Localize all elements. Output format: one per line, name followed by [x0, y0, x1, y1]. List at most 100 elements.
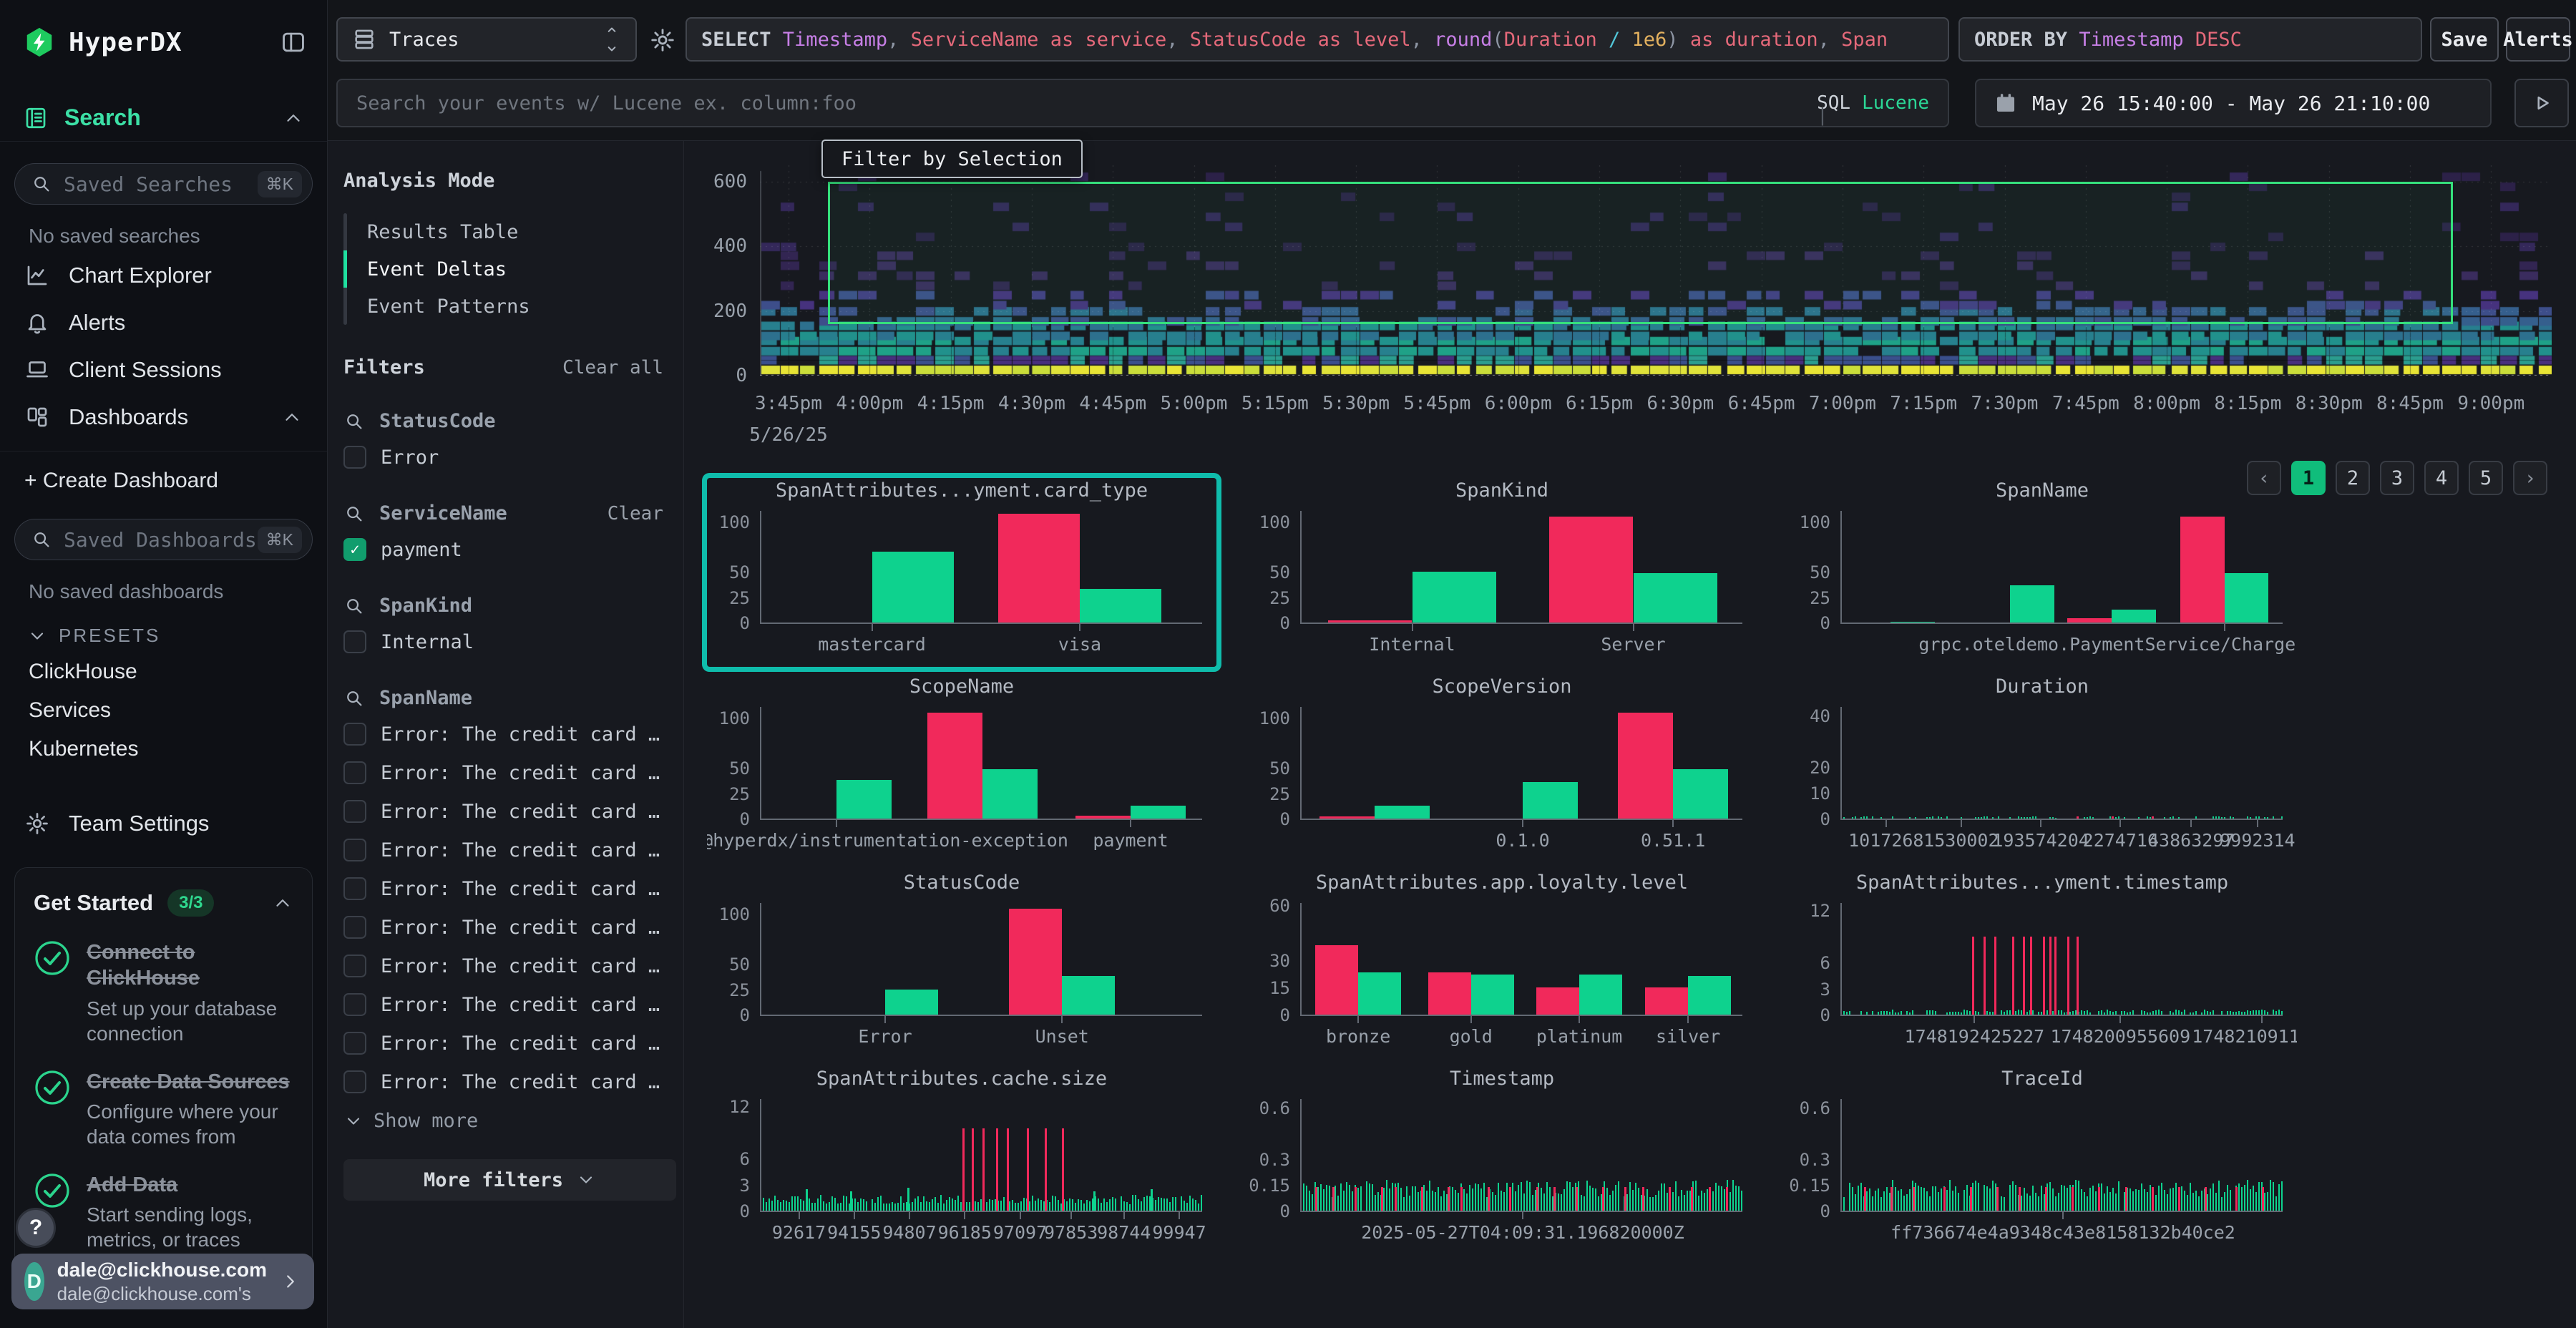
event-search-input[interactable]: Search your events w/ Lucene ex. column:… — [336, 79, 1949, 127]
bar — [1126, 1201, 1128, 1211]
checkbox[interactable] — [343, 1032, 366, 1055]
chevron-up-icon[interactable] — [272, 892, 293, 914]
bar — [2230, 1011, 2232, 1015]
filter-option[interactable]: Error: The credit card … — [343, 1068, 676, 1095]
preset-kubernetes[interactable]: Kubernetes — [29, 737, 139, 761]
x-axis-tick — [1019, 1211, 1021, 1219]
more-filters-button[interactable]: More filters — [343, 1159, 676, 1201]
mini-chart-card_type[interactable]: SpanAttributes...yment.card_type 100 50 25 0… — [707, 478, 1216, 667]
filter-option[interactable]: Error: The credit card … — [343, 991, 676, 1018]
checkbox[interactable] — [343, 993, 366, 1016]
bar — [1718, 1185, 1720, 1211]
bar — [1678, 1196, 1680, 1211]
saved-dashboards-input[interactable]: Saved Dashboards ⌘K — [14, 519, 313, 560]
filter-option[interactable]: Error: The credit card … — [343, 836, 676, 864]
mini-chart-status_code[interactable]: StatusCode 100 50 25 0 Error Unset — [707, 870, 1216, 1059]
preset-services[interactable]: Services — [29, 698, 112, 722]
bar — [2150, 1012, 2152, 1015]
checkbox[interactable] — [343, 446, 366, 469]
filter-option[interactable]: Error: The credit card … — [343, 798, 676, 825]
filter-option[interactable]: Internal — [343, 628, 676, 655]
source-settings-button[interactable] — [645, 23, 680, 57]
clear-all-button[interactable]: Clear all — [562, 356, 663, 379]
checkbox[interactable] — [343, 1070, 366, 1093]
mini-chart-payment_timestamp[interactable]: SpanAttributes...yment.timestamp 12 6 3 0 174… — [1787, 870, 2297, 1059]
checkbox[interactable] — [343, 800, 366, 823]
checkbox[interactable] — [343, 723, 366, 746]
get-started-item[interactable]: Create Data Sources Configure where your… — [34, 1069, 293, 1149]
page-next-button[interactable]: › — [2513, 461, 2547, 495]
alerts-button[interactable]: Alerts — [2503, 17, 2573, 62]
mini-chart-timestamp[interactable]: Timestamp 0.6 0.3 0.15 0 2025-05-27T04:09:31.… — [1247, 1066, 1757, 1255]
mini-chart-span_kind[interactable]: SpanKind 100 50 25 0 Internal Server — [1247, 478, 1757, 667]
saved-searches-input[interactable]: Saved Searches ⌘K — [14, 163, 313, 205]
preset-clickhouse[interactable]: ClickHouse — [29, 660, 137, 683]
show-more-button[interactable]: Show more — [343, 1110, 676, 1132]
page-button-3[interactable]: 3 — [2380, 461, 2414, 495]
sidebar-item-search[interactable]: Search — [0, 94, 327, 142]
events-heatmap[interactable]: Filter by Selection 600 400 200 0 3:45pm 4:00… — [686, 140, 2576, 459]
sidebar-item-client-sessions[interactable]: Client Sessions — [0, 346, 327, 394]
heatmap-canvas[interactable] — [760, 165, 2552, 376]
language-toggle-sql[interactable]: SQL — [1817, 92, 1851, 114]
mini-chart-loyalty_level[interactable]: SpanAttributes.app.loyalty.level 60 30 15 0 b… — [1247, 870, 1757, 1059]
get-started-item[interactable]: Add Data Start sending logs, metrics, or… — [34, 1172, 293, 1252]
filter-by-selection-button[interactable]: Filter by Selection — [821, 140, 1083, 178]
source-select[interactable]: Traces — [336, 17, 637, 62]
filter-option[interactable]: Error: The credit card … — [343, 875, 676, 902]
page-button-5[interactable]: 5 — [2469, 461, 2503, 495]
get-started-item[interactable]: Connect to ClickHouse Set up your databa… — [34, 939, 293, 1046]
filter-option[interactable]: Error — [343, 444, 676, 471]
page-prev-button[interactable]: ‹ — [2247, 461, 2281, 495]
checkbox[interactable] — [343, 630, 366, 653]
mode-event-deltas[interactable]: Event Deltas — [343, 250, 676, 288]
page-button-1[interactable]: 1 — [2291, 461, 2326, 495]
presets-toggle[interactable]: PRESETS — [0, 607, 327, 653]
checkbox[interactable]: ✓ — [343, 538, 366, 561]
page-button-4[interactable]: 4 — [2424, 461, 2459, 495]
checkbox[interactable] — [343, 954, 366, 977]
query-token: ) — [1667, 28, 1679, 51]
checkbox[interactable] — [343, 877, 366, 900]
mini-chart-duration[interactable]: Duration 40 20 10 0 1017268 1530002 193574204 22… — [1787, 674, 2297, 863]
collapse-sidebar-icon[interactable] — [280, 29, 307, 56]
user-menu[interactable]: D dale@clickhouse.com dale@clickhouse.co… — [11, 1254, 314, 1309]
filter-option[interactable]: Error: The credit card … — [343, 952, 676, 980]
database-icon — [355, 29, 374, 49]
mini-chart-span_name[interactable]: SpanName 100 50 25 0 grpc.oteldemo.PaymentSer… — [1787, 478, 2297, 667]
mini-chart-scope_name[interactable]: ScopeName 100 50 25 0 @hyperdx/instrumentatio… — [707, 674, 1216, 863]
heatmap-selection-box[interactable] — [828, 181, 2454, 324]
create-dashboard-button[interactable]: + Create Dashboard — [24, 469, 218, 492]
bar — [2180, 516, 2225, 622]
time-range-picker[interactable]: May 26 15:40:00 - May 26 21:10:00 — [1975, 79, 2492, 127]
checkbox[interactable] — [343, 916, 366, 939]
checkbox[interactable] — [343, 761, 366, 784]
filter-clear-button[interactable]: Clear — [607, 502, 663, 524]
page-button-2[interactable]: 2 — [2336, 461, 2370, 495]
mode-results-table[interactable]: Results Table — [343, 213, 676, 250]
help-button[interactable]: ? — [16, 1208, 56, 1248]
bar — [2164, 817, 2166, 819]
mini-chart-trace_id[interactable]: TraceId 0.6 0.3 0.15 0 ff736674e4a9348c43e815… — [1787, 1066, 2297, 1255]
bar — [903, 1203, 905, 1211]
checkbox[interactable] — [343, 839, 366, 861]
bar — [1732, 1180, 1735, 1211]
run-query-button[interactable] — [2514, 79, 2569, 127]
filter-option[interactable]: Error: The credit card … — [343, 721, 676, 748]
order-by-input[interactable]: ORDER BY Timestamp DESC — [1958, 17, 2422, 62]
mode-event-patterns[interactable]: Event Patterns — [343, 288, 676, 325]
filter-option[interactable]: ✓ payment — [343, 536, 676, 563]
filter-option[interactable]: Error: The credit card … — [343, 914, 676, 941]
filter-option[interactable]: Error: The credit card … — [343, 1030, 676, 1057]
language-toggle-lucene[interactable]: Lucene — [1862, 92, 1929, 114]
mini-chart-cache_size[interactable]: SpanAttributes.cache.size 12 6 3 0 92617 94155… — [707, 1066, 1216, 1255]
bar — [2247, 1010, 2249, 1015]
sql-select-input[interactable]: SELECT Timestamp, ServiceName as service… — [686, 17, 1949, 62]
sidebar-item-team-settings[interactable]: Team Settings — [0, 800, 327, 847]
mini-chart-scope_version[interactable]: ScopeVersion 100 50 25 0 0.1.0 0.51.1 — [1247, 674, 1757, 863]
filter-option[interactable]: Error: The credit card … — [343, 759, 676, 786]
sidebar-item-chart-explorer[interactable]: Chart Explorer — [0, 252, 327, 299]
sidebar-item-alerts[interactable]: Alerts — [0, 299, 327, 346]
sidebar-item-dashboards[interactable]: Dashboards — [0, 394, 327, 441]
save-button[interactable]: Save — [2430, 17, 2499, 62]
